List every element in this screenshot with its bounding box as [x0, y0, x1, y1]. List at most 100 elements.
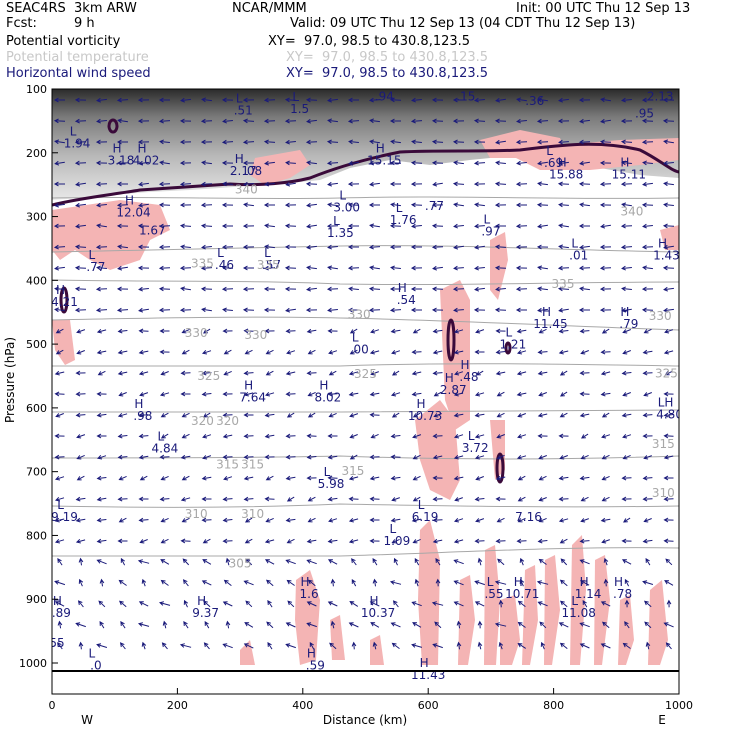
wind-arrow — [284, 97, 297, 103]
wind-arrow — [223, 370, 232, 376]
wind-arrow — [223, 579, 232, 586]
wind-arrow — [141, 578, 147, 587]
y-tick-label: 500 — [26, 338, 47, 351]
wind-arrow — [663, 349, 674, 355]
wind-arrow — [453, 601, 464, 607]
wind-arrow — [623, 517, 631, 523]
extremum-value: .46 — [215, 258, 234, 272]
wind-arrow — [411, 391, 422, 397]
wind-arrow — [307, 349, 316, 355]
extremum-value: 1.09 — [383, 534, 410, 548]
wind-arrow — [244, 349, 253, 355]
wind-arrow — [264, 392, 275, 397]
wind-arrow — [474, 496, 485, 502]
wind-arrow — [643, 392, 652, 397]
wind-arrow — [265, 475, 274, 481]
wind-arrow — [517, 413, 526, 418]
wind-arrow — [621, 97, 632, 103]
wind-arrow — [222, 601, 233, 607]
extremum-type: L — [57, 498, 64, 512]
extremum-value: .0 — [90, 658, 101, 672]
wind-arrow — [494, 622, 507, 627]
extremum-value: .00 — [350, 343, 369, 357]
x-tick-label: 1000 — [665, 699, 693, 712]
wind-arrow — [622, 454, 631, 460]
wind-arrow — [54, 307, 65, 313]
wind-arrow — [138, 517, 149, 523]
wind-arrow — [243, 496, 254, 502]
wind-arrow — [537, 286, 548, 292]
extremum-value: 3.72 — [462, 441, 489, 455]
wind-arrow — [537, 349, 548, 355]
x-axis-label: Distance (km) — [323, 713, 407, 727]
wind-arrow — [141, 641, 147, 650]
wind-arrow — [369, 349, 380, 355]
wind-arrow — [222, 517, 233, 523]
wind-arrow — [201, 475, 212, 481]
wind-arrow — [77, 600, 84, 608]
theta-label: 315 — [342, 464, 365, 478]
wind-arrow — [410, 286, 422, 292]
wind-arrow — [494, 202, 507, 208]
wind-arrow — [221, 139, 234, 145]
wind-arrow — [57, 642, 63, 650]
wind-arrow — [179, 118, 192, 124]
wind-arrow — [116, 139, 128, 145]
wind-arrow — [391, 350, 401, 355]
wind-arrow — [158, 601, 171, 606]
wind-arrow — [96, 349, 107, 355]
wind-arrow — [517, 621, 526, 628]
wind-arrow — [267, 642, 273, 650]
wind-arrow — [456, 620, 462, 629]
extremum-value: .97 — [481, 225, 500, 239]
wind-arrow — [389, 97, 402, 103]
wind-arrow — [601, 434, 611, 439]
wind-arrow — [183, 599, 188, 608]
wind-arrow — [453, 349, 464, 355]
wind-arrow — [221, 223, 233, 229]
wind-arrow — [221, 97, 234, 103]
wind-arrow — [474, 97, 485, 103]
field-pv-name: Potential vorticity — [6, 34, 121, 49]
wind-arrow — [516, 538, 527, 544]
wind-arrow — [349, 349, 358, 355]
west-label: W — [81, 713, 93, 727]
extremum-type: L — [89, 248, 96, 262]
extremum-value: 1.67 — [139, 223, 166, 237]
wind-arrow — [57, 558, 63, 566]
wind-arrow — [519, 578, 525, 587]
extremum-type: H — [53, 594, 62, 608]
theta-label: 330 — [185, 326, 208, 340]
wind-arrow — [160, 475, 169, 481]
wind-arrow — [138, 328, 149, 334]
wind-arrow — [328, 412, 337, 418]
extremum-value: .79 — [619, 317, 638, 331]
wind-arrow — [74, 139, 87, 145]
extremum-type: L — [396, 201, 403, 215]
wind-arrow — [580, 518, 589, 523]
stratospheric-pv-shading — [52, 89, 679, 200]
wind-arrow — [306, 223, 317, 229]
wind-arrow — [517, 434, 527, 439]
extremum-type: H — [197, 594, 206, 608]
wind-arrow — [558, 307, 569, 313]
extremum-type: H — [244, 379, 253, 393]
extremum-type: H — [370, 594, 379, 608]
wind-arrow — [76, 454, 85, 460]
wind-arrow — [53, 118, 66, 124]
wind-arrow — [160, 538, 169, 544]
wind-arrow — [329, 642, 337, 650]
wind-arrow — [347, 181, 360, 187]
extremum-value: .51 — [234, 104, 253, 118]
wind-arrow — [117, 496, 128, 502]
wind-arrow — [370, 329, 380, 334]
wind-arrow — [516, 455, 527, 460]
wind-arrow — [538, 455, 547, 460]
wind-arrow — [496, 391, 505, 397]
extremum-type: H — [125, 194, 134, 208]
theta-label: 310 — [241, 507, 264, 521]
wind-arrow — [431, 160, 444, 166]
wind-arrow — [579, 328, 590, 334]
wind-arrow — [222, 643, 233, 649]
